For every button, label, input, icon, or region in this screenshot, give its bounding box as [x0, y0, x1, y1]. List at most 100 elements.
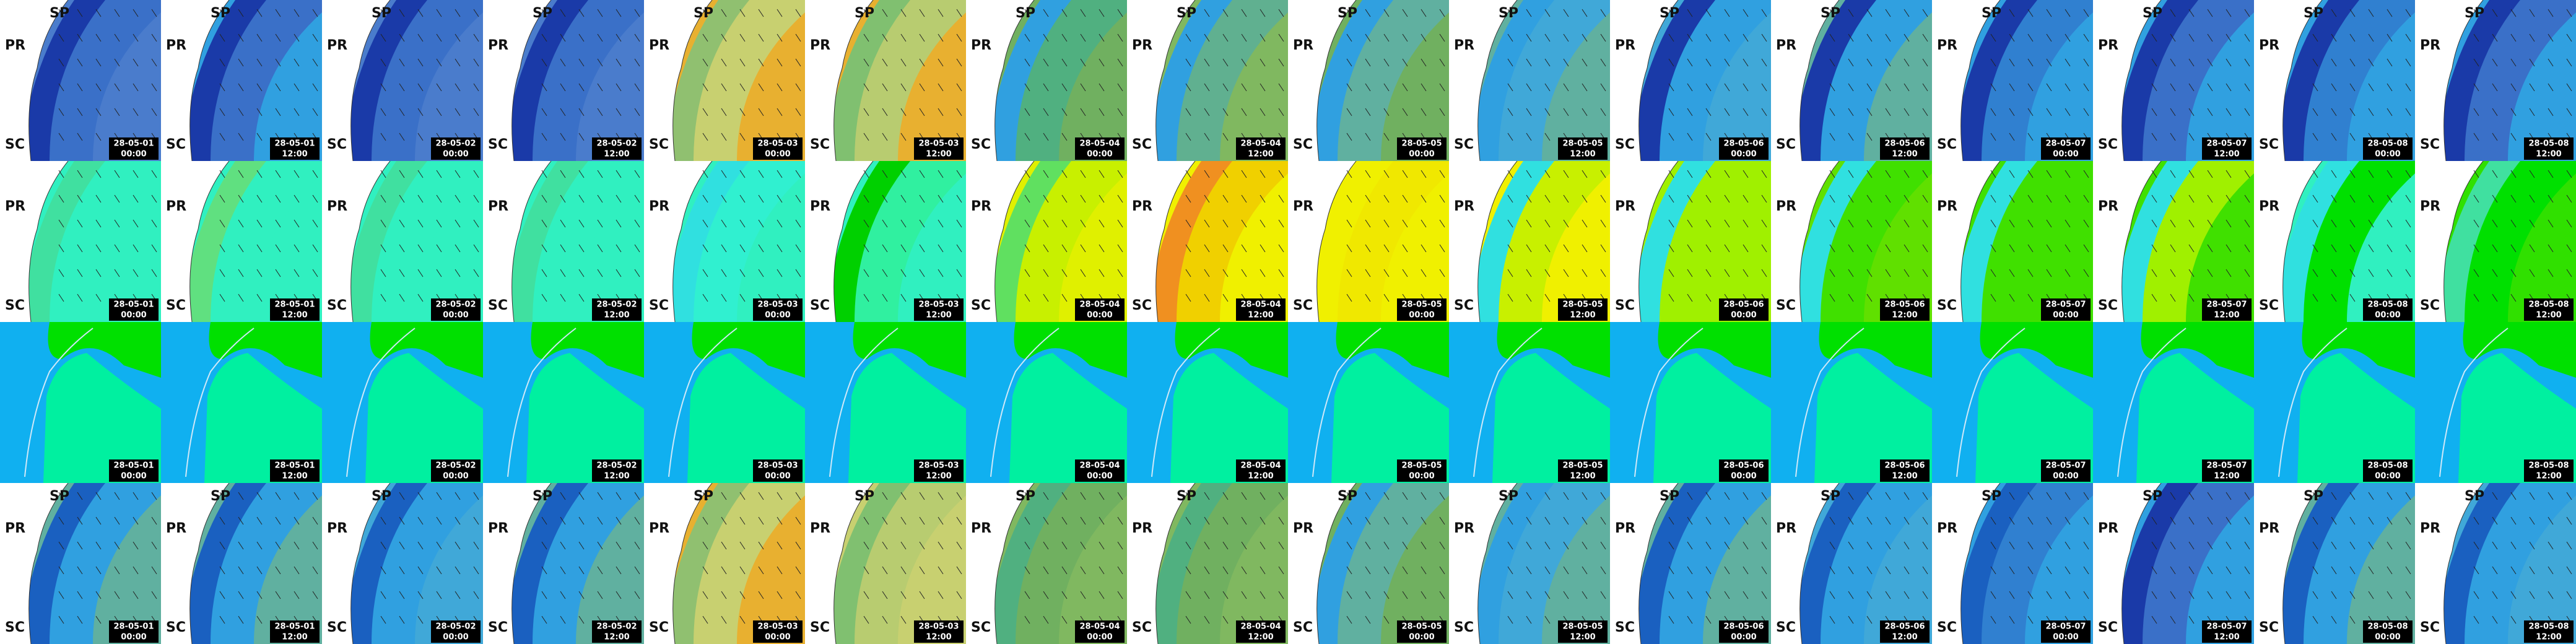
- wind-arrow: [900, 9, 907, 17]
- date-label: 28-05-08: [2528, 139, 2569, 149]
- wind-arrow: [2027, 492, 2034, 500]
- wind-arrow: [1117, 516, 1123, 525]
- wind-arrow: [238, 194, 244, 203]
- wind-arrow: [777, 541, 783, 550]
- wind-arrow: [560, 591, 566, 599]
- wind-arrow: [380, 541, 386, 550]
- wind-arrow: [133, 170, 139, 178]
- wind-arrow: [2226, 9, 2232, 17]
- wind-arrow: [882, 269, 888, 277]
- wind-arrow: [1099, 58, 1105, 67]
- wind-arrow: [2046, 269, 2052, 277]
- wind-arrow: [777, 83, 783, 92]
- wind-arrow: [777, 492, 783, 500]
- wind-arrow: [938, 83, 944, 92]
- wind-arrow: [2188, 541, 2195, 550]
- time-box: [2363, 137, 2413, 160]
- wind-arrow: [2226, 170, 2232, 178]
- wind-arrow: [1278, 269, 1284, 277]
- land: [1771, 483, 1839, 644]
- state-label: PR: [1132, 38, 1152, 53]
- wind-arrow: [294, 9, 300, 17]
- wind-arrow: [1922, 244, 1928, 253]
- wind-arrow: [473, 219, 479, 228]
- wind-arrow: [2009, 83, 2015, 92]
- wind-arrow: [1705, 541, 1712, 550]
- wind-arrow: [1383, 294, 1390, 302]
- wind-arrow: [1024, 244, 1030, 253]
- time-label: 00:00: [2375, 311, 2400, 320]
- wind-arrow: [2405, 541, 2411, 550]
- date-label: 28-05-07: [2045, 622, 2086, 632]
- wind-arrow: [1365, 269, 1371, 277]
- time-label: 12:00: [604, 150, 629, 159]
- wind-arrow: [1222, 516, 1229, 525]
- wind-arrow: [597, 516, 603, 525]
- wind-arrow: [938, 33, 944, 42]
- wind-arrow: [882, 33, 888, 42]
- wind-arrow: [256, 269, 263, 277]
- wind-arrow: [2083, 58, 2089, 67]
- state-label: PR: [1937, 38, 1957, 53]
- wind-arrow: [1439, 541, 1445, 550]
- wind-arrow: [1526, 58, 1532, 67]
- state-label: PR: [327, 521, 347, 536]
- wind-arrow: [1185, 33, 1191, 42]
- wind-arrow: [956, 83, 962, 92]
- state-label: SC: [2420, 137, 2440, 152]
- wind-arrow: [1885, 170, 1891, 178]
- wind-arrow: [1743, 170, 1749, 178]
- wind-arrow: [702, 194, 708, 203]
- land: [1771, 0, 1839, 161]
- wind-arrow: [2473, 294, 2479, 302]
- wind-arrow: [2510, 170, 2517, 178]
- state-label: SP: [1016, 489, 1035, 504]
- wind-arrow: [721, 219, 727, 228]
- wind-arrow: [758, 58, 764, 67]
- wind-arrow: [114, 33, 120, 42]
- wind-arrow: [1507, 269, 1513, 277]
- wind-arrow: [1563, 108, 1569, 116]
- wind-arrow: [256, 566, 263, 575]
- wind-arrow: [721, 244, 727, 253]
- wind-arrow: [2226, 269, 2232, 277]
- wind-arrow: [578, 9, 585, 17]
- wind-arrow: [1346, 294, 1352, 302]
- wind-arrow: [1204, 269, 1210, 277]
- wind-arrow: [1885, 219, 1891, 228]
- wind-arrow: [114, 170, 120, 178]
- state-label: PR: [2420, 38, 2440, 53]
- wind-arrow: [1544, 269, 1551, 277]
- wind-arrow: [1990, 516, 1996, 525]
- time-box: [592, 298, 642, 321]
- wind-arrow: [1439, 591, 1445, 599]
- wind-arrow: [2188, 294, 2195, 302]
- wind-arrow: [58, 33, 64, 42]
- wind-arrow: [1761, 566, 1767, 575]
- coast-band: [502, 483, 588, 644]
- coast-line: [1316, 0, 1357, 161]
- wind-arrow: [1687, 566, 1693, 575]
- date-label: 28-05-07: [2206, 622, 2247, 632]
- coast-line: [2121, 483, 2162, 644]
- wind-arrow: [758, 244, 764, 253]
- wind-arrow: [1080, 492, 1086, 500]
- state-label: SC: [1615, 137, 1635, 152]
- wind-arrow: [77, 492, 83, 500]
- wind-arrow: [721, 591, 727, 599]
- wind-arrow: [2349, 566, 2356, 575]
- state-label: SC: [1937, 137, 1957, 152]
- wind-arrow: [1563, 269, 1569, 277]
- mid-band: [19, 483, 161, 644]
- wind-arrow: [1402, 58, 1408, 67]
- wind-arrow: [2368, 33, 2374, 42]
- wind-arrow: [1990, 58, 1996, 67]
- wind-arrow: [634, 591, 640, 599]
- wind-arrow: [2473, 269, 2479, 277]
- wind-arrow: [2083, 33, 2089, 42]
- wind-arrow: [1117, 591, 1123, 599]
